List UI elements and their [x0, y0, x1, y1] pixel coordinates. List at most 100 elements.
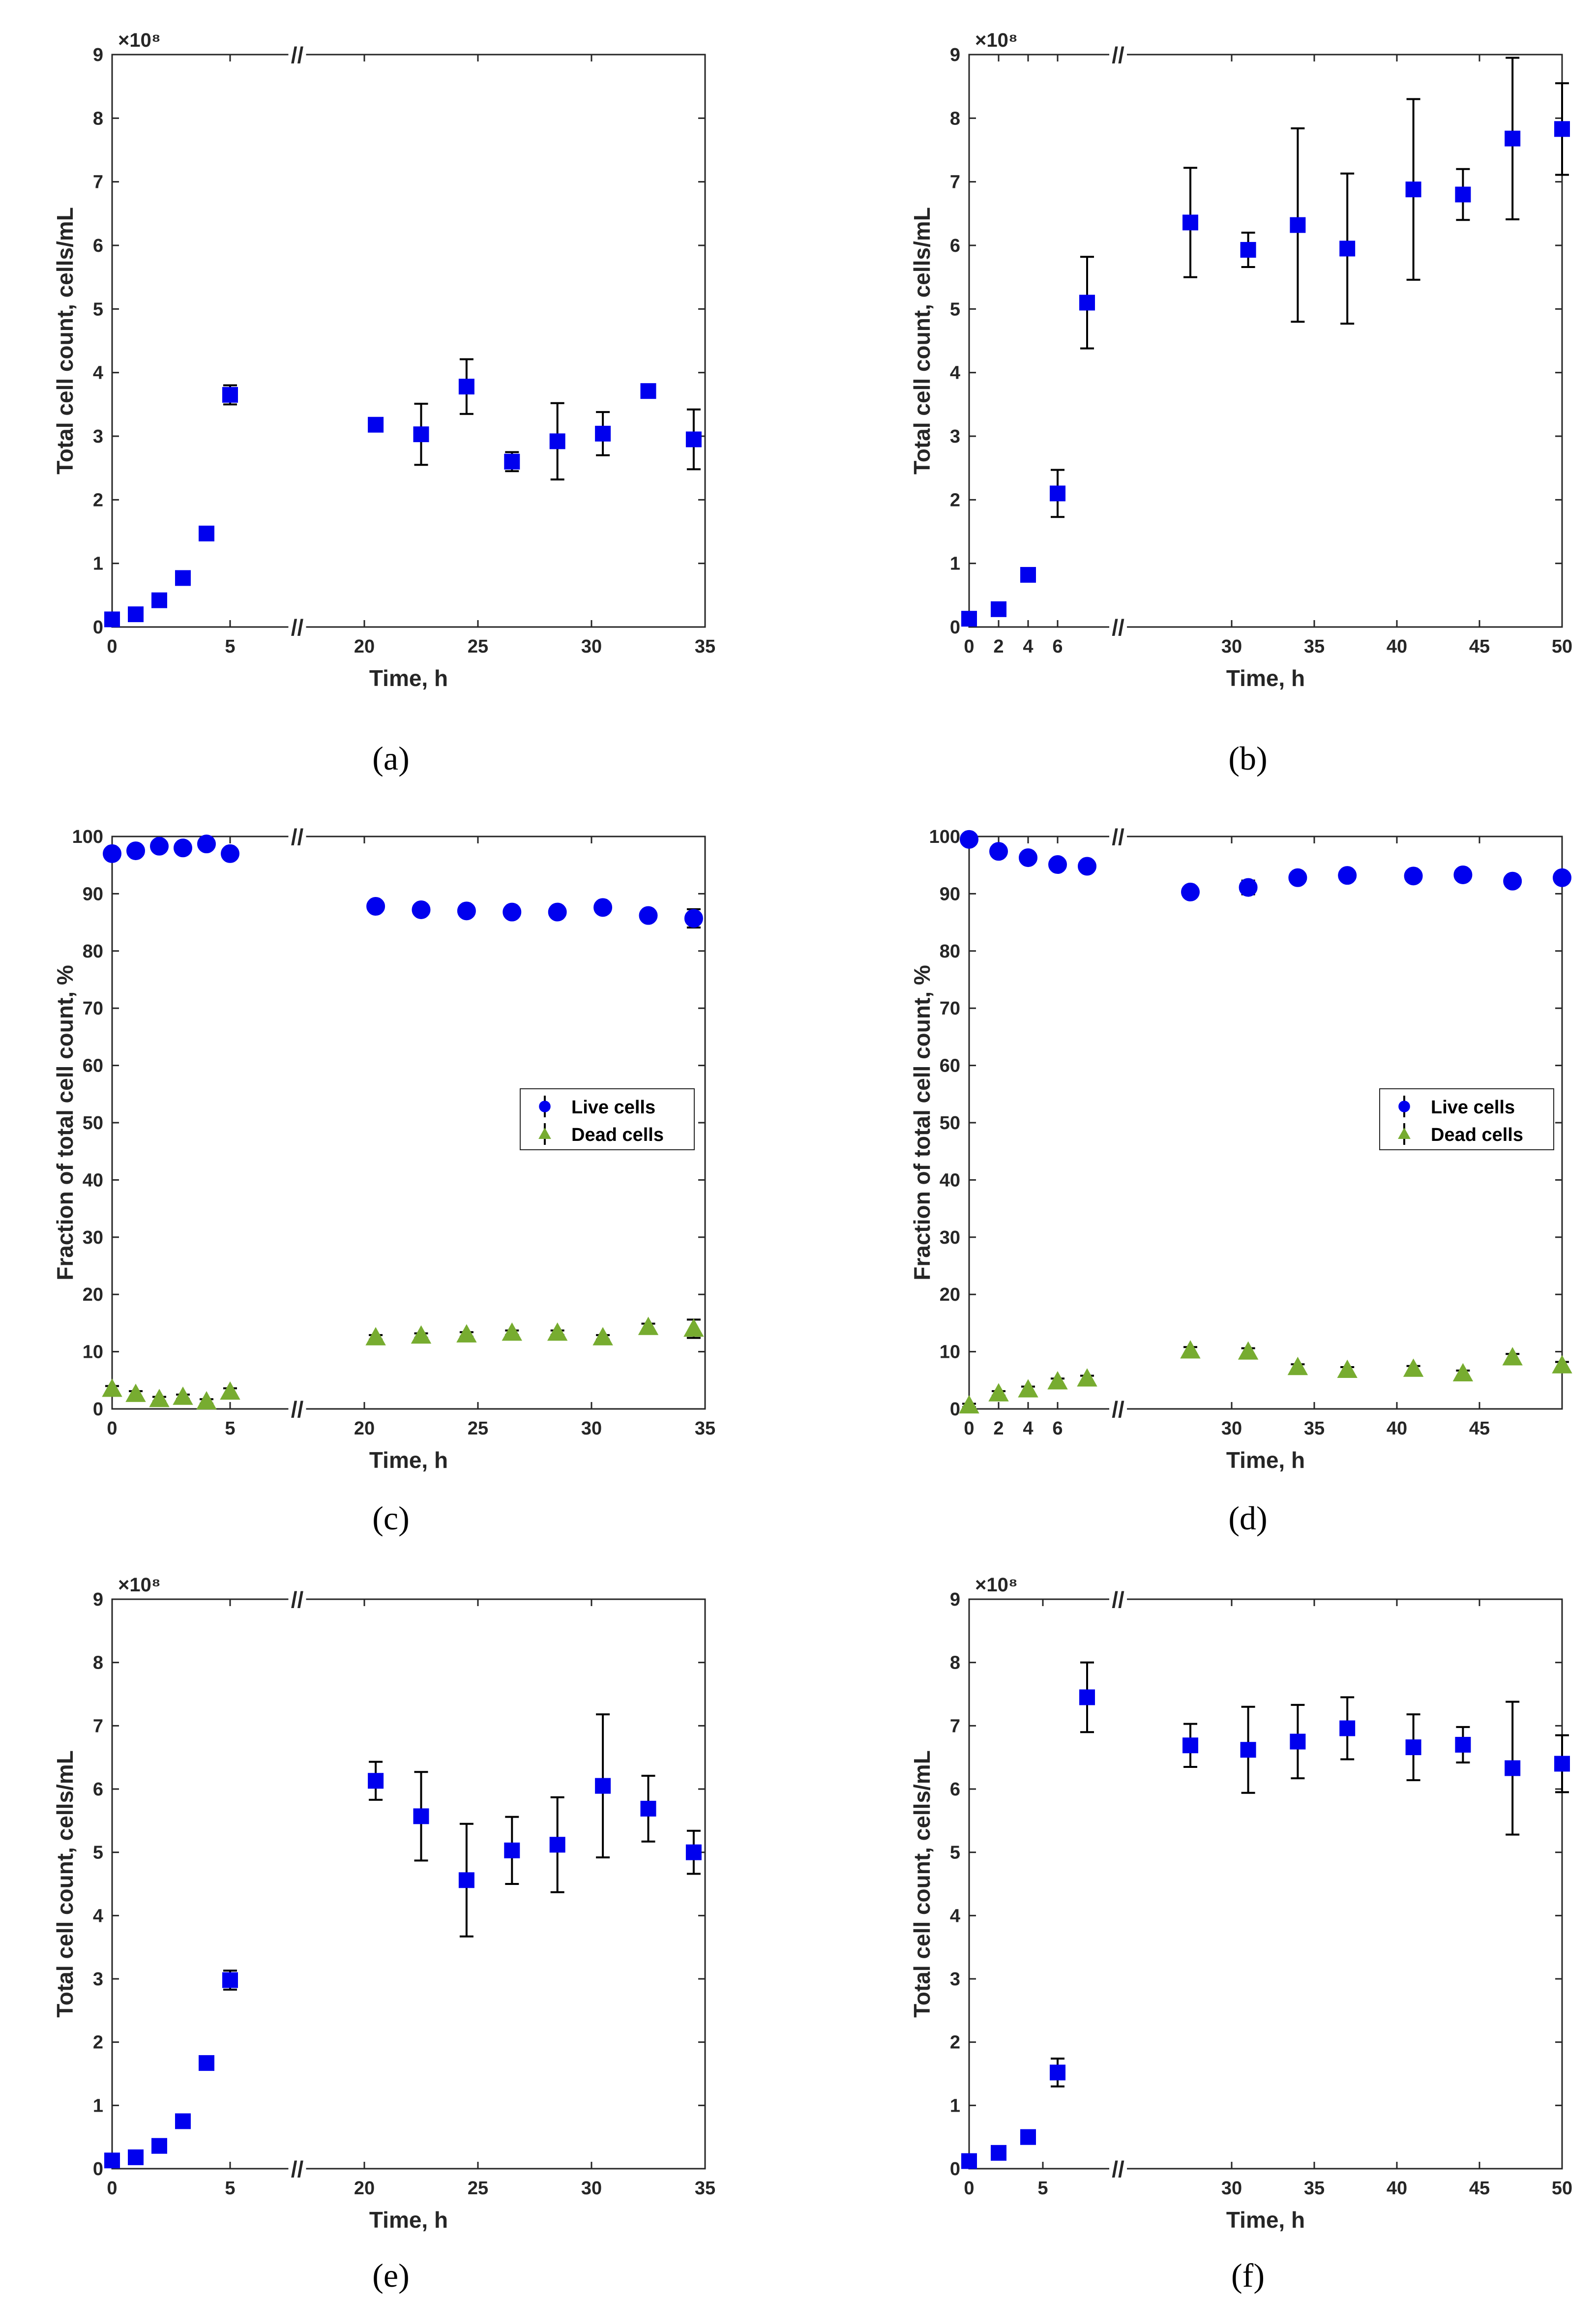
y-tick-label: 2: [93, 490, 103, 510]
data-point: [175, 2113, 191, 2129]
data-point: [1455, 1736, 1471, 1753]
x-tick-label: 35: [695, 2178, 715, 2199]
y-tick-label: 3: [93, 1969, 103, 1990]
series-dead-cells: [102, 1316, 704, 1410]
x-tick-label: 40: [1387, 1418, 1407, 1439]
data-point: [1403, 1358, 1424, 1377]
data-point: [1339, 240, 1356, 257]
y-tick-label: 50: [940, 1113, 960, 1134]
x-tick-label: 0: [107, 636, 117, 657]
y-tick-label: 4: [950, 363, 960, 384]
x-tick-label: 40: [1387, 2178, 1407, 2199]
y-tick-label: 0: [950, 2159, 960, 2180]
data-point: [592, 1327, 613, 1345]
axis-break-gap: [288, 1596, 306, 1602]
y-axis-label: Total cell count, cells/mL: [909, 1750, 935, 2018]
y-tick-label: 1: [950, 2095, 960, 2116]
x-axis-label: Time, h: [1226, 665, 1305, 691]
y-tick-label: 40: [83, 1170, 103, 1191]
data-point: [365, 1327, 386, 1345]
y-tick-label: 90: [940, 884, 960, 904]
plot-frame: [968, 54, 1563, 628]
y-tick-label: 10: [83, 1342, 103, 1363]
axis-break-mark: //: [1112, 824, 1124, 850]
legend-marker-group: [539, 1101, 551, 1112]
y-tick-label: 8: [93, 108, 103, 129]
axis-break-gap: [288, 2166, 306, 2172]
data-point: [1077, 1368, 1097, 1387]
axis-break-mark: //: [1112, 1397, 1124, 1422]
axis-break-gap: [288, 834, 306, 839]
y-tick-label: 4: [93, 1906, 103, 1926]
data-point: [128, 606, 144, 623]
data-point: [174, 838, 192, 858]
data-point: [222, 1972, 238, 1988]
x-axis-label: Time, h: [369, 665, 448, 691]
y-tick-label: 30: [940, 1227, 960, 1248]
y-tick-label: 7: [93, 1716, 103, 1736]
y-tick-label: 2: [93, 2032, 103, 2053]
x-tick-label: 0: [107, 1418, 117, 1439]
y-tick-label: 5: [93, 299, 103, 320]
x-tick-label: 25: [468, 2178, 488, 2199]
x-tick-label: 45: [1469, 636, 1490, 657]
data-point: [1455, 186, 1471, 203]
x-tick-label: 35: [695, 636, 715, 657]
data-point: [961, 611, 977, 627]
data-point: [1405, 1739, 1421, 1756]
data-point: [411, 1325, 432, 1344]
data-point: [638, 1316, 659, 1335]
x-tick-label: 5: [225, 636, 235, 657]
x-tick-label: 30: [1221, 1418, 1242, 1439]
data-point: [1047, 1371, 1068, 1390]
axis-break-mark: //: [291, 42, 304, 68]
axis-break-mark: //: [291, 615, 304, 640]
series-live-cells: [960, 830, 1571, 901]
plot-frame: [111, 54, 706, 628]
x-tick-label: 30: [1221, 636, 1242, 657]
y-tick-label: 7: [950, 172, 960, 193]
data-point: [1182, 214, 1198, 231]
x-axis-label: Time, h: [1226, 1447, 1305, 1473]
data-point: [102, 1378, 122, 1397]
x-tick-label: 2: [993, 1418, 1004, 1439]
y-tick-label: 9: [950, 1589, 960, 1610]
x-tick-label: 35: [1304, 2178, 1325, 2199]
data-point: [456, 1324, 477, 1343]
x-tick-label: 20: [354, 2178, 375, 2199]
data-point: [547, 1322, 568, 1341]
data-point: [458, 1872, 474, 1888]
data-point: [413, 1808, 429, 1824]
axis-break-mark: //: [291, 1397, 304, 1422]
data-point: [222, 387, 238, 403]
data-point: [988, 1383, 1009, 1402]
y-tick-label: 9: [93, 1589, 103, 1610]
y-axis-multiplier: ×10⁸: [118, 30, 161, 51]
data-point: [458, 379, 474, 395]
y-tick-label: 9: [950, 45, 960, 65]
data-point: [151, 2138, 167, 2154]
data-point: [1078, 857, 1096, 876]
data-point: [1505, 130, 1521, 147]
data-point: [640, 383, 656, 399]
legend-marker: [1398, 1101, 1410, 1112]
y-tick-label: 1: [93, 554, 103, 574]
data-point: [1290, 217, 1306, 233]
data-point: [593, 898, 613, 917]
y-tick-label: 6: [950, 1779, 960, 1800]
x-tick-label: 40: [1387, 636, 1407, 657]
legend-marker-group: [1398, 1127, 1411, 1139]
legend: Live cells Dead cells: [520, 1088, 695, 1150]
data-point: [549, 433, 565, 449]
y-tick-label: 80: [83, 941, 103, 962]
y-tick-label: 3: [950, 1969, 960, 1990]
data-point: [1339, 1720, 1356, 1736]
axis-break-gap: [288, 624, 306, 630]
x-tick-label: 30: [581, 1418, 602, 1439]
y-tick-label: 60: [83, 1056, 103, 1076]
data-point: [104, 611, 120, 627]
x-tick-label: 20: [354, 1418, 375, 1439]
data-point: [548, 902, 567, 922]
y-tick-label: 50: [83, 1113, 103, 1134]
